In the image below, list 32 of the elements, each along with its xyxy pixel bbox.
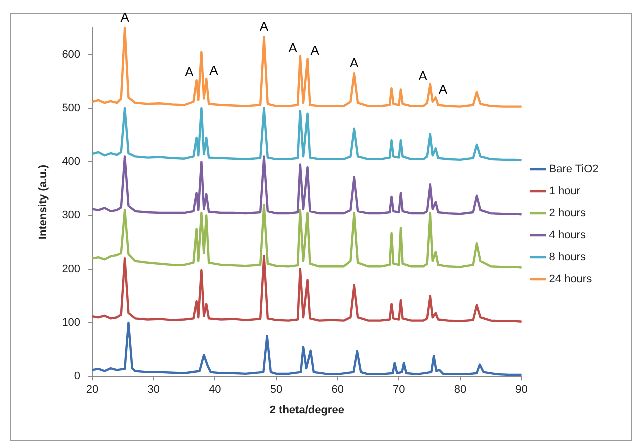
annotation: A xyxy=(438,82,448,97)
legend-label: Bare TiO2 xyxy=(549,164,599,176)
annotation: A xyxy=(260,19,269,34)
x-axis-title: 2 theta/degree xyxy=(270,404,344,416)
annotation: A xyxy=(120,10,130,26)
y-tick-label: 0 xyxy=(74,370,81,383)
x-tick-label: 80 xyxy=(454,384,467,396)
y-tick-label: 400 xyxy=(62,156,81,168)
annotation: A xyxy=(185,64,194,80)
annotation: A xyxy=(288,40,298,56)
legend-label: 1 hour xyxy=(549,186,581,198)
x-tick-label: 60 xyxy=(332,384,344,396)
x-tick-label: 30 xyxy=(148,384,160,396)
x-tick-label: 50 xyxy=(270,384,283,396)
annotation: A xyxy=(418,68,428,84)
x-tick-label: 40 xyxy=(209,384,222,396)
annotation: A xyxy=(210,63,219,78)
y-tick-label: 100 xyxy=(62,317,81,329)
y-axis-title: Intensity (a.u.) xyxy=(38,164,50,240)
x-tick-label: 90 xyxy=(516,384,528,396)
y-tick-label: 300 xyxy=(62,210,81,222)
legend-label: 8 hours xyxy=(549,252,586,264)
x-tick-label: 20 xyxy=(86,384,99,396)
legend-label: 4 hours xyxy=(549,230,586,242)
annotation: A xyxy=(350,56,360,71)
x-tick-label: 70 xyxy=(393,384,406,396)
annotation: A xyxy=(310,43,320,58)
y-tick-label: 200 xyxy=(62,263,81,276)
legend-label: 24 hours xyxy=(549,274,593,286)
legend-label: 2 hours xyxy=(549,208,586,220)
y-tick-label: 500 xyxy=(62,102,81,114)
y-tick-label: 600 xyxy=(62,48,81,61)
